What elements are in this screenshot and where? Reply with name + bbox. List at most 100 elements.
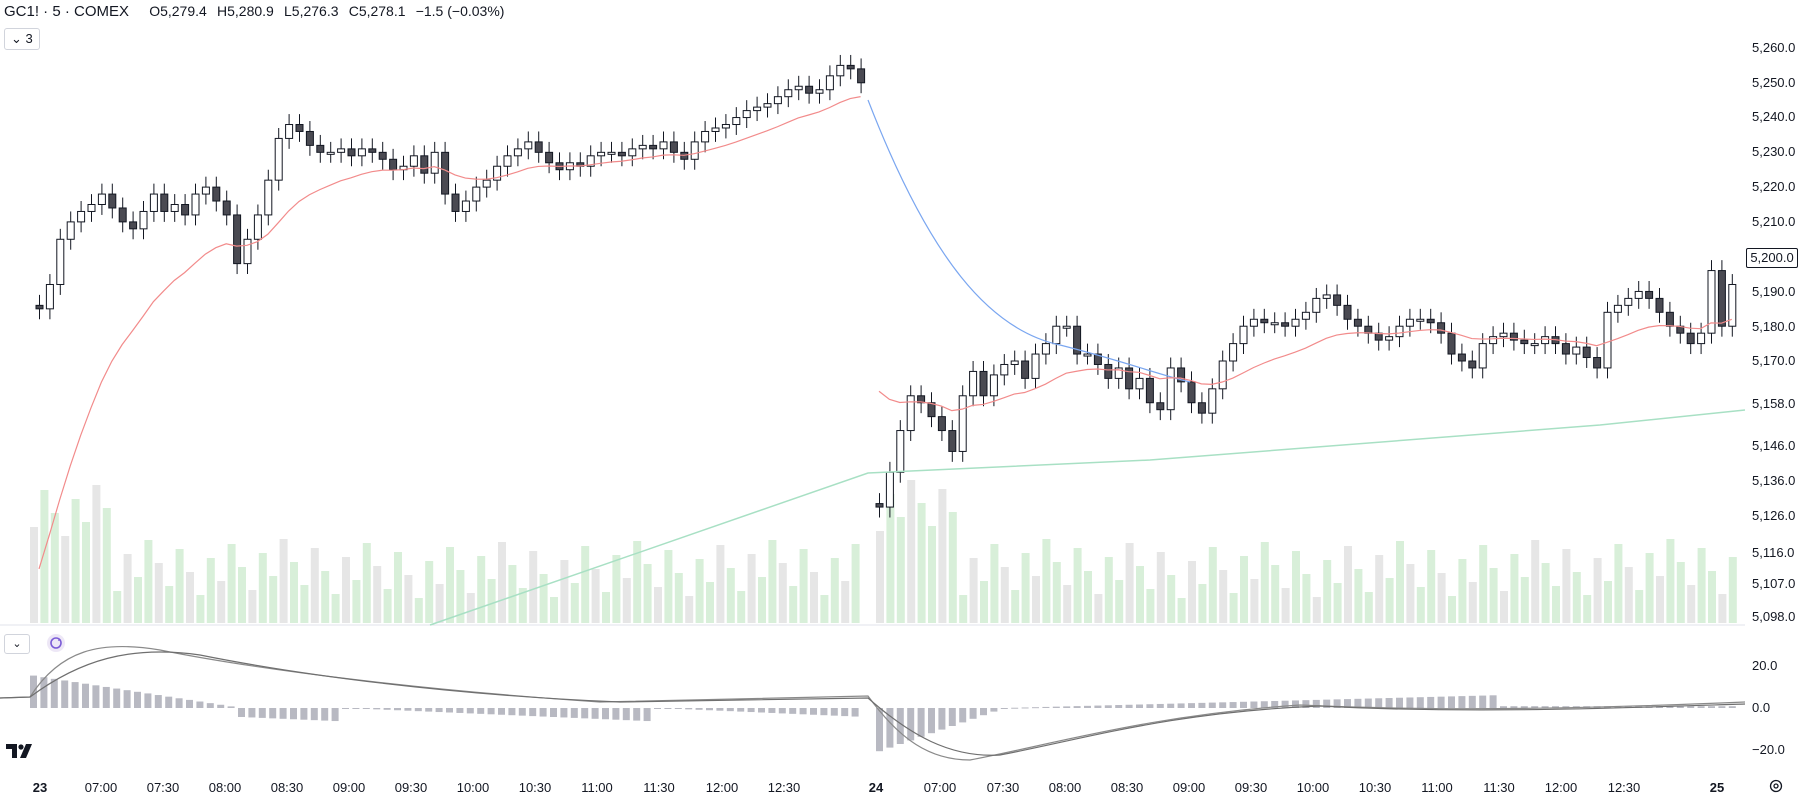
price-axis-label: 5,260.0 (1752, 40, 1795, 55)
macd-histogram-bar (414, 708, 422, 712)
volume-bar (643, 564, 652, 623)
volume-bar (30, 527, 38, 623)
volume-bar (1156, 552, 1165, 623)
macd-collapse-button[interactable]: ⌄ (4, 634, 30, 654)
macd-histogram-bar (1708, 706, 1715, 708)
macd-histogram-bar (258, 708, 266, 718)
session2-candle-body (1499, 332, 1508, 338)
volume-bar (841, 581, 850, 623)
session2-candle-body (1655, 297, 1664, 313)
session1-candle-body (35, 304, 44, 310)
session2-candle-body (1613, 304, 1622, 313)
volume-bar (279, 539, 288, 623)
session2-candle-body (1156, 402, 1165, 411)
macd-histogram-bar (446, 708, 453, 713)
volume-bar (1396, 541, 1404, 623)
symbol-title[interactable]: GC1! · 5 · COMEX (4, 3, 130, 20)
macd-histogram-bar (144, 693, 152, 708)
indicators-toggle-button[interactable]: ⌄ 3 (4, 28, 40, 50)
volume-bar (1198, 584, 1207, 623)
macd-histogram-bar (1000, 708, 1008, 709)
time-axis-label: 12:00 (706, 780, 739, 795)
volume-bar (1364, 592, 1373, 623)
macd-histogram-bar (206, 703, 214, 708)
session2-candle-body (1593, 357, 1602, 369)
macd-histogram-bar (1333, 699, 1341, 708)
macd-histogram-bar (1354, 698, 1362, 708)
session1-candle-body (45, 283, 54, 310)
session1-candle-body (659, 141, 668, 150)
macd-histogram-bar (217, 704, 225, 708)
session1-candle-body (97, 193, 106, 205)
volume-bar (50, 513, 59, 623)
macd-histogram-bar (938, 708, 946, 730)
session1-candle-body (191, 193, 200, 216)
session1-candle-body (742, 110, 751, 119)
volume-bar (1375, 555, 1384, 623)
session2-candle-body (1239, 325, 1248, 345)
volume-bar (560, 560, 569, 623)
time-axis-label: 08:00 (1049, 780, 1082, 795)
volume-bar (446, 547, 454, 623)
tradingview-logo[interactable] (6, 742, 36, 765)
session2-candle-body (1530, 343, 1539, 347)
volume-bar (896, 517, 905, 623)
session1-candle-body (701, 130, 710, 143)
macd-histogram-bar (706, 708, 713, 711)
symbol-header: GC1! · 5 · COMEX O5,279.4 H5,280.9 L5,27… (4, 3, 504, 20)
session1-candle-body (815, 89, 824, 94)
macd-histogram-bar (716, 708, 724, 711)
macd-histogram-bar (685, 708, 693, 710)
volume-bar (1094, 594, 1103, 623)
session1-candle-body (368, 148, 377, 153)
volume-bar (1167, 575, 1176, 623)
time-axis-label: 10:30 (519, 780, 552, 795)
price-axis-label: 5,116.0 (1752, 545, 1794, 560)
price-axis-label: 5,170.0 (1752, 353, 1795, 368)
session2-candle-body (1728, 283, 1737, 327)
volume-bar (352, 580, 361, 623)
session2-candle-body (1634, 290, 1643, 299)
time-axis-label: 23 (33, 780, 47, 795)
macd-histogram-bar (799, 708, 807, 715)
low-value: 5,276.3 (291, 3, 339, 19)
session1-candle-body (326, 151, 335, 155)
open-label: O (149, 3, 161, 19)
session2-candle-body (896, 430, 905, 473)
volume-bar (1604, 581, 1612, 623)
sync-icon[interactable] (47, 634, 65, 652)
macd-histogram-bar (487, 708, 495, 715)
session2-candle-body (1374, 332, 1383, 341)
session2-candle-body (1281, 322, 1290, 327)
volume-bar (373, 566, 382, 623)
session1-candle-body (461, 200, 470, 212)
macd-histogram-bar (768, 708, 776, 713)
volume-bar (1583, 595, 1592, 623)
macd-histogram-bar (1302, 700, 1310, 708)
session1-candle-body (420, 155, 429, 174)
session2-candle-body (1343, 304, 1352, 320)
volume-bar (1281, 588, 1290, 623)
macd-histogram-bar (1458, 696, 1466, 708)
volume-bar (394, 552, 402, 623)
macd-histogram-bar (279, 708, 287, 719)
volume-bar (1021, 553, 1030, 623)
session2-candle-body (1489, 336, 1498, 345)
volume-bar (414, 598, 423, 623)
volume-bar (1084, 571, 1092, 623)
session1-candle-body (617, 151, 626, 157)
session1-candle-body (305, 130, 314, 146)
time-axis-label: 07:30 (987, 780, 1020, 795)
session2-candle-body (1270, 322, 1279, 326)
ema-line-session1 (38, 96, 861, 570)
macd-histogram-bar (810, 708, 817, 715)
ema-line-session2 (878, 318, 1733, 412)
price-axis-label: 5,220.0 (1752, 179, 1795, 194)
time-axis-label: 12:30 (1608, 780, 1641, 795)
session2-candle-body (1541, 336, 1550, 345)
volume-bar (1260, 542, 1269, 623)
gear-icon[interactable] (1768, 778, 1784, 799)
session2-candle-body (917, 395, 926, 404)
session2-candle-body (958, 395, 967, 452)
